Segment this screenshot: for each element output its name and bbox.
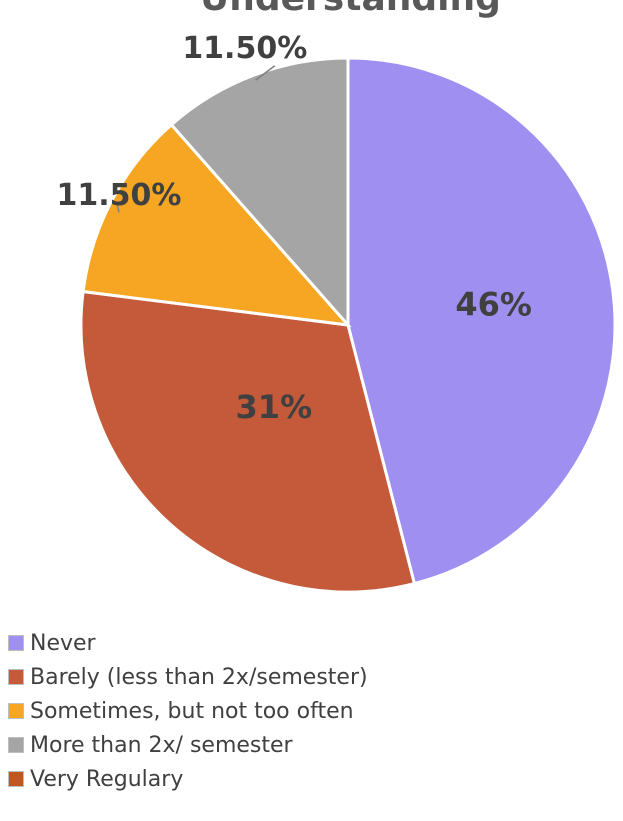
legend-swatch xyxy=(8,703,24,719)
leader-line-sometimes xyxy=(116,202,120,213)
legend-swatch xyxy=(8,737,24,753)
legend-item-sometimes: Sometimes, but not too often xyxy=(8,694,368,728)
legend-label: Very Regulary xyxy=(30,766,184,792)
leader-line-more-than-2x xyxy=(255,65,276,81)
legend-swatch xyxy=(8,771,24,787)
pie-slice-more-than-2x xyxy=(169,56,350,329)
legend-swatch xyxy=(8,635,24,651)
data-label-never: 46% xyxy=(455,286,532,324)
pie-slices xyxy=(79,56,617,594)
legend-label: Barely (less than 2x/semester) xyxy=(30,664,368,690)
legend-swatch xyxy=(8,669,24,685)
data-label-more-than-2x: 11.50% xyxy=(182,31,307,66)
legend-item-never: Never xyxy=(8,626,368,660)
data-label-barely: 31% xyxy=(236,388,313,426)
pie-slice-barely xyxy=(79,289,417,594)
chart-title: Understanding xyxy=(200,0,520,19)
legend-item-very-regulary: Very Regulary xyxy=(8,762,368,796)
legend: Never Barely (less than 2x/semester) Som… xyxy=(8,626,368,796)
legend-label: Sometimes, but not too often xyxy=(30,698,354,724)
pie-slice-never xyxy=(346,56,617,586)
data-label-sometimes: 11.50% xyxy=(56,178,181,213)
legend-item-barely: Barely (less than 2x/semester) xyxy=(8,660,368,694)
legend-label: More than 2x/ semester xyxy=(30,732,293,758)
legend-item-more-than-2x: More than 2x/ semester xyxy=(8,728,368,762)
pie-chart: 46% 31% 11.50% 11.50% xyxy=(56,31,617,594)
leader-lines xyxy=(116,65,276,213)
data-labels: 46% 31% 11.50% 11.50% xyxy=(56,31,532,426)
pie-slice-sometimes xyxy=(81,122,352,327)
legend-label: Never xyxy=(30,630,96,656)
